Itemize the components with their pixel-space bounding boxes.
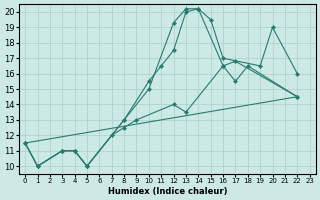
X-axis label: Humidex (Indice chaleur): Humidex (Indice chaleur) bbox=[108, 187, 227, 196]
